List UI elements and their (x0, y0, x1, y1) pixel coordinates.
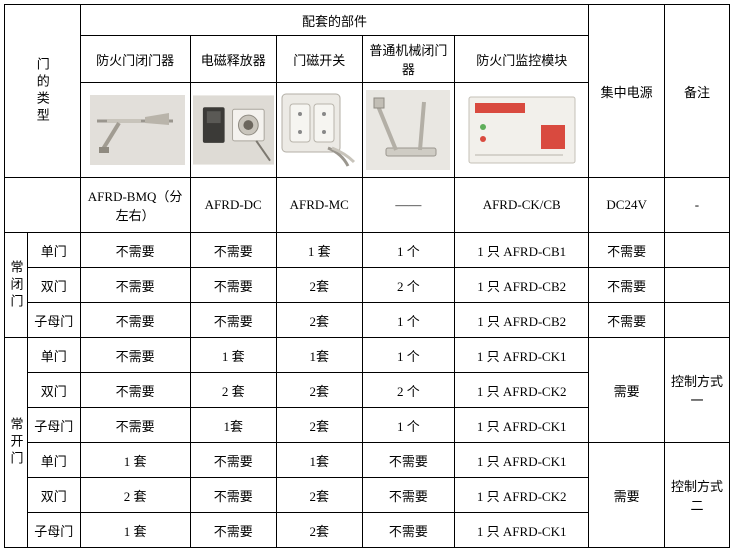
g2r0-door: 单门 (28, 338, 80, 373)
g2r4-c2: 不需要 (190, 478, 276, 513)
g1r1-door: 双门 (28, 268, 80, 303)
blank-model-left (5, 178, 81, 233)
g2r3-c1: 1 套 (80, 443, 190, 478)
g2r1-c5: 1 只 AFRD-CK2 (455, 373, 589, 408)
col4-image (362, 83, 454, 178)
g2r2-c4: 1 个 (362, 408, 454, 443)
col5-name: 防火门监控模块 (455, 36, 589, 83)
parts-header: 配套的部件 (80, 5, 589, 36)
spec-table: 门的类型 配套的部件 集中电源 备注 防火门闭门器 电磁释放器 门磁开关 普通机… (4, 4, 730, 548)
g1r0-c3: 1 套 (276, 233, 362, 268)
door-type-header: 门的类型 (5, 5, 81, 178)
g1r2-c5: 1 只 AFRD-CB2 (455, 303, 589, 338)
g2r4-c5: 1 只 AFRD-CK2 (455, 478, 589, 513)
g1r1-c4: 2 个 (362, 268, 454, 303)
g1r1-c2: 不需要 (190, 268, 276, 303)
col4-model: —— (362, 178, 454, 233)
g2r4-c1: 2 套 (80, 478, 190, 513)
g2r0-c3: 1套 (276, 338, 362, 373)
g1r1-c1: 不需要 (80, 268, 190, 303)
g2r5-c5: 1 只 AFRD-CK1 (455, 513, 589, 548)
col7-header: 备注 (664, 5, 729, 178)
g2r5-c3: 2套 (276, 513, 362, 548)
g2-c6b: 需要 (589, 443, 665, 548)
g2r3-c3: 1套 (276, 443, 362, 478)
g1r2-c4: 1 个 (362, 303, 454, 338)
col3-image (276, 83, 362, 178)
g1r0-c6: 不需要 (589, 233, 665, 268)
g1r2-door: 子母门 (28, 303, 80, 338)
g1r2-c3: 2套 (276, 303, 362, 338)
g2-c7a: 控制方式一 (664, 338, 729, 443)
g1r0-door: 单门 (28, 233, 80, 268)
col1-model: AFRD-BMQ（分左右） (80, 178, 190, 233)
g2r0-c1: 不需要 (80, 338, 190, 373)
col7-model: - (664, 178, 729, 233)
g2r4-c4: 不需要 (362, 478, 454, 513)
g2r2-door: 子母门 (28, 408, 80, 443)
g2r4-c3: 2套 (276, 478, 362, 513)
g1r0-c1: 不需要 (80, 233, 190, 268)
g2-c7b: 控制方式二 (664, 443, 729, 548)
g1r2-c6: 不需要 (589, 303, 665, 338)
col5-model: AFRD-CK/CB (455, 178, 589, 233)
g2r0-c5: 1 只 AFRD-CK1 (455, 338, 589, 373)
group1-label: 常闭门 (5, 233, 28, 338)
g1r1-c7 (664, 268, 729, 303)
g2r2-c2: 1套 (190, 408, 276, 443)
g2r5-door: 子母门 (28, 513, 80, 548)
col3-model: AFRD-MC (276, 178, 362, 233)
g1r2-c7 (664, 303, 729, 338)
g2r3-c2: 不需要 (190, 443, 276, 478)
g2r2-c5: 1 只 AFRD-CK1 (455, 408, 589, 443)
g2r3-c5: 1 只 AFRD-CK1 (455, 443, 589, 478)
g2r1-door: 双门 (28, 373, 80, 408)
col5-image (455, 83, 589, 178)
g1r0-c4: 1 个 (362, 233, 454, 268)
col6-header: 集中电源 (589, 5, 665, 178)
col3-name: 门磁开关 (276, 36, 362, 83)
group2-label: 常开门 (5, 338, 28, 548)
g2r3-door: 单门 (28, 443, 80, 478)
g1r1-c3: 2套 (276, 268, 362, 303)
g1r0-c2: 不需要 (190, 233, 276, 268)
g1r2-c2: 不需要 (190, 303, 276, 338)
col6-model: DC24V (589, 178, 665, 233)
g1r1-c5: 1 只 AFRD-CB2 (455, 268, 589, 303)
g1r1-c6: 不需要 (589, 268, 665, 303)
g2r1-c4: 2 个 (362, 373, 454, 408)
col2-name: 电磁释放器 (190, 36, 276, 83)
g2r2-c1: 不需要 (80, 408, 190, 443)
g1r2-c1: 不需要 (80, 303, 190, 338)
col4-name: 普通机械闭门器 (362, 36, 454, 83)
g2r5-c4: 不需要 (362, 513, 454, 548)
g2r5-c1: 1 套 (80, 513, 190, 548)
g2r2-c3: 2套 (276, 408, 362, 443)
g2r1-c1: 不需要 (80, 373, 190, 408)
g2r4-door: 双门 (28, 478, 80, 513)
col1-name: 防火门闭门器 (80, 36, 190, 83)
g2r1-c3: 2套 (276, 373, 362, 408)
g2r0-c2: 1 套 (190, 338, 276, 373)
g2r1-c2: 2 套 (190, 373, 276, 408)
g2r3-c4: 不需要 (362, 443, 454, 478)
col2-model: AFRD-DC (190, 178, 276, 233)
col2-image (190, 83, 276, 178)
g2r5-c2: 不需要 (190, 513, 276, 548)
col1-image (80, 83, 190, 178)
g2-c6a: 需要 (589, 338, 665, 443)
g2r0-c4: 1 个 (362, 338, 454, 373)
g1r0-c7 (664, 233, 729, 268)
g1r0-c5: 1 只 AFRD-CB1 (455, 233, 589, 268)
